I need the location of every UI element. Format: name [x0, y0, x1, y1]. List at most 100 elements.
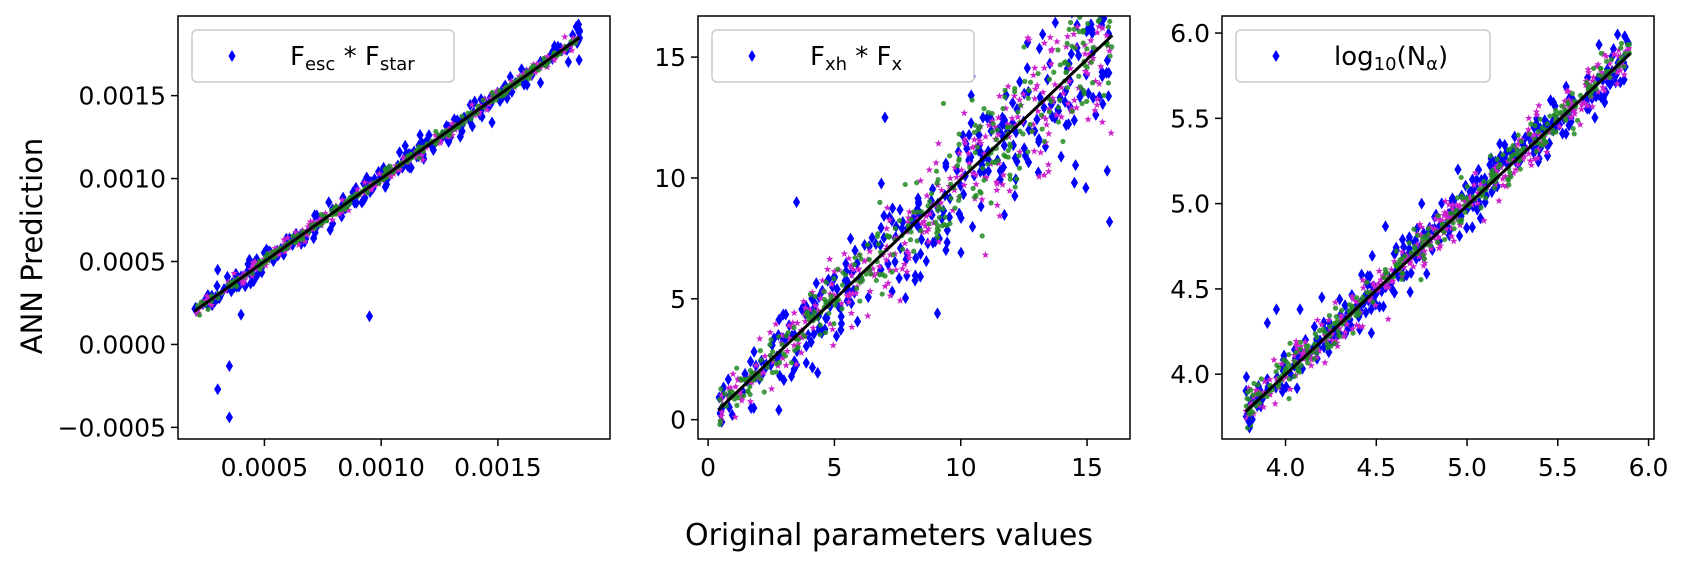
point-green [972, 122, 978, 128]
point-magenta [1493, 167, 1501, 175]
point-green [1283, 358, 1289, 365]
x-tick-label: 0 [700, 453, 716, 482]
point-magenta [1093, 28, 1102, 36]
point-green [1402, 253, 1408, 259]
point-magenta [1461, 198, 1470, 206]
point-magenta [1057, 83, 1066, 91]
point-blue [1035, 135, 1043, 148]
data-layer [191, 18, 584, 424]
point-blue [1089, 91, 1097, 104]
point-green [433, 128, 439, 135]
point-magenta [1508, 155, 1517, 163]
point-magenta [239, 278, 248, 286]
point-green [947, 153, 953, 159]
point-blue [395, 146, 404, 159]
point-magenta [849, 265, 858, 274]
point-magenta [916, 176, 925, 185]
point-magenta [1426, 239, 1435, 247]
point-green [1063, 69, 1070, 75]
point-magenta [865, 247, 874, 255]
point-magenta [934, 139, 943, 147]
point-magenta [1040, 39, 1049, 47]
point-magenta [1409, 262, 1418, 270]
point-magenta [1602, 52, 1610, 60]
point-green [807, 291, 813, 298]
point-magenta [1417, 223, 1426, 231]
point-magenta [1059, 89, 1068, 97]
point-green [776, 359, 783, 365]
point-green [851, 261, 857, 268]
point-magenta [797, 348, 806, 357]
point-magenta [981, 132, 990, 140]
point-blue [780, 374, 788, 387]
point-magenta [1081, 49, 1089, 58]
point-magenta [1389, 276, 1397, 285]
point-magenta [1570, 109, 1579, 118]
point-green [205, 306, 211, 312]
point-green [738, 376, 744, 382]
point-magenta [1072, 103, 1081, 111]
point-magenta [1515, 136, 1523, 144]
point-magenta [1305, 346, 1314, 354]
point-green [1327, 324, 1333, 330]
point-green [1507, 169, 1513, 175]
point-magenta [790, 341, 798, 349]
point-green [1454, 195, 1461, 201]
point-magenta [1369, 279, 1378, 287]
point-magenta [1535, 101, 1543, 109]
point-green [1442, 236, 1448, 243]
point-blue [1549, 96, 1558, 109]
point-blue [1024, 156, 1033, 169]
point-magenta [1442, 224, 1451, 232]
point-blue [1344, 322, 1352, 335]
point-magenta [1501, 172, 1510, 180]
point-magenta [1447, 224, 1456, 232]
point-magenta [794, 339, 803, 348]
point-magenta [1438, 217, 1446, 225]
point-magenta [1413, 240, 1421, 249]
point-blue [968, 220, 977, 233]
point-green [1500, 152, 1506, 158]
point-blue [575, 53, 583, 66]
point-green [990, 121, 996, 127]
point-magenta [1448, 200, 1457, 209]
y-tick-label: 4.0 [1170, 360, 1210, 389]
point-magenta [937, 186, 946, 194]
point-blue [812, 277, 820, 290]
point-blue [895, 272, 903, 285]
point-magenta [1545, 128, 1553, 136]
point-blue [1088, 24, 1096, 37]
point-green [1541, 138, 1547, 144]
point-green [993, 136, 1000, 143]
point-green [926, 221, 932, 227]
point-magenta [1105, 46, 1114, 55]
point-magenta [793, 319, 802, 327]
point-green [1597, 65, 1603, 71]
point-magenta [207, 301, 216, 309]
point-green [1335, 328, 1341, 334]
point-green [981, 106, 987, 112]
point-blue [1071, 159, 1080, 172]
point-green [745, 388, 751, 395]
point-magenta [1301, 337, 1310, 346]
point-blue [903, 269, 911, 282]
point-blue [823, 311, 831, 324]
point-blue [1033, 113, 1041, 126]
point-magenta [952, 173, 961, 181]
point-blue [888, 202, 897, 215]
point-green [769, 369, 776, 376]
point-blue [381, 180, 389, 193]
point-green [1062, 59, 1069, 65]
point-green [1275, 383, 1281, 390]
point-magenta [994, 130, 1003, 139]
point-green [1080, 29, 1086, 35]
point-green [785, 329, 791, 336]
point-magenta [1610, 50, 1619, 58]
point-magenta [1335, 324, 1344, 332]
outlier-point [792, 196, 801, 209]
point-magenta [995, 92, 1004, 100]
point-blue [914, 195, 923, 208]
point-green [839, 282, 846, 288]
point-blue [916, 270, 925, 283]
point-blue [1375, 300, 1384, 313]
